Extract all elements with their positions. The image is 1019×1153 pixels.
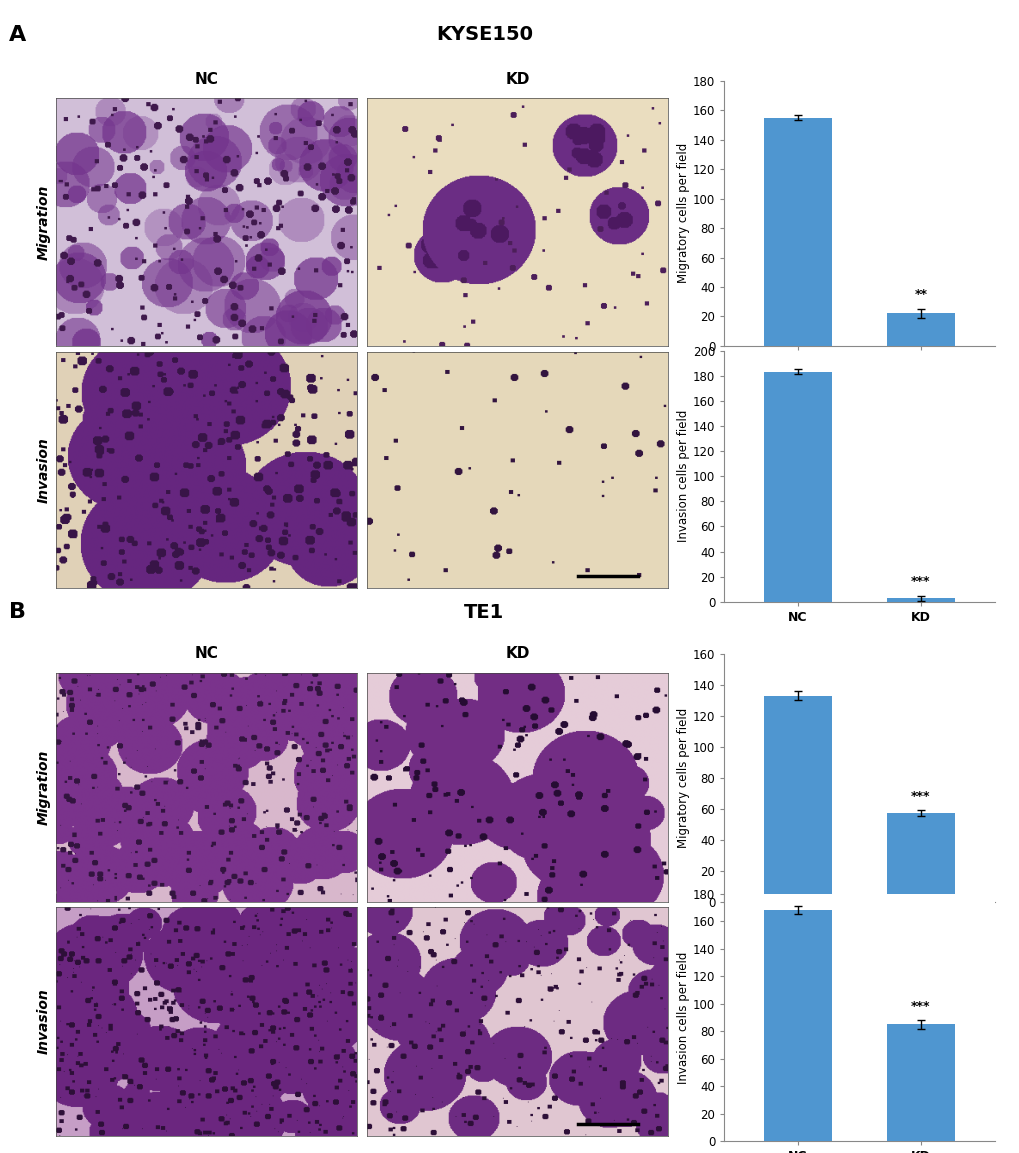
Bar: [887, 314, 954, 346]
Bar: [763, 118, 830, 346]
Text: ***: ***: [910, 1000, 929, 1012]
Text: A: A: [9, 24, 26, 45]
Bar: [887, 1024, 954, 1141]
Text: NC: NC: [195, 646, 218, 662]
Text: ***: ***: [910, 575, 929, 588]
Text: NC: NC: [195, 71, 218, 88]
Bar: [887, 598, 954, 602]
Text: KYSE150: KYSE150: [435, 25, 533, 44]
Text: Invasion: Invasion: [37, 437, 51, 503]
Text: **: **: [913, 288, 926, 301]
Text: KD: KD: [505, 71, 529, 88]
Bar: [763, 910, 830, 1141]
Y-axis label: Invasion cells per field: Invasion cells per field: [677, 951, 689, 1084]
Text: KD: KD: [505, 646, 529, 662]
Text: Migration: Migration: [37, 184, 51, 259]
Text: B: B: [9, 602, 26, 623]
Y-axis label: Invasion cells per field: Invasion cells per field: [677, 410, 689, 542]
Text: Migration: Migration: [37, 749, 51, 826]
Text: Invasion: Invasion: [37, 988, 51, 1055]
Y-axis label: Migratory cells per field: Migratory cells per field: [677, 143, 689, 284]
Text: TE1: TE1: [464, 603, 504, 621]
Bar: [763, 695, 830, 902]
Bar: [763, 372, 830, 602]
Text: ***: ***: [910, 790, 929, 802]
Y-axis label: Migratory cells per field: Migratory cells per field: [677, 708, 689, 847]
Bar: [887, 813, 954, 902]
